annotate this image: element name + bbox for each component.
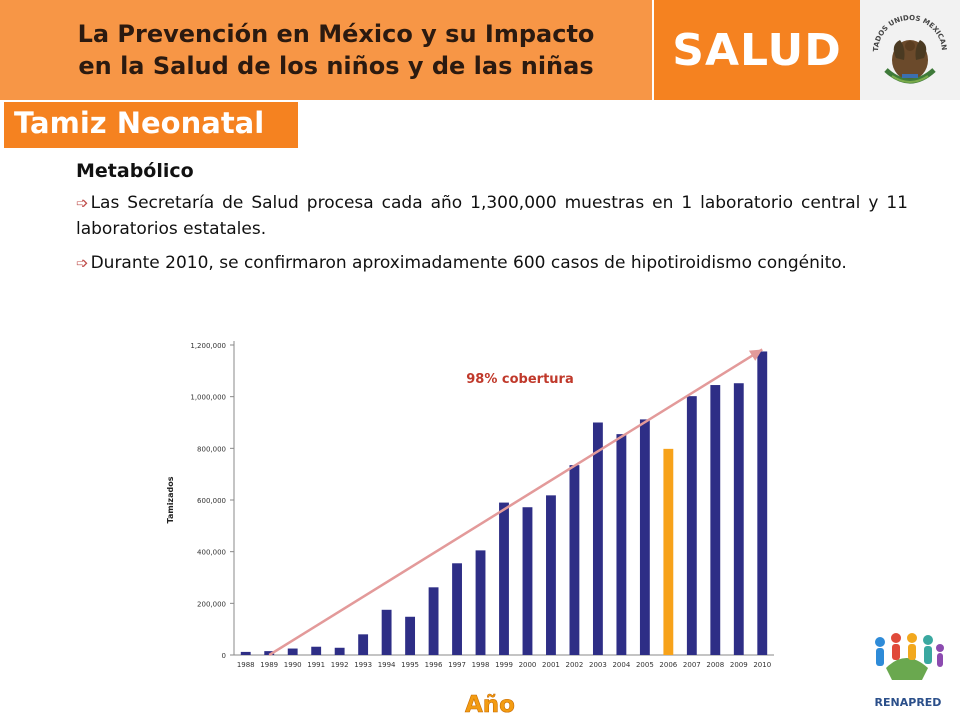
screening-bar-chart: 0 200,000 400,000 600,000 800,000 1,000,000 1,… — [166, 341, 774, 718]
x-tick-label: 1993 — [354, 661, 372, 669]
bar — [616, 434, 627, 655]
x-tick-label: 1994 — [378, 661, 396, 669]
bar — [592, 422, 603, 655]
bar — [710, 385, 721, 655]
trend-arrow-line — [268, 348, 763, 657]
x-tick-label: 2000 — [519, 661, 537, 669]
bar — [475, 550, 486, 655]
y-tick-label: 1,000,000 — [190, 394, 226, 402]
bar — [686, 396, 697, 655]
x-tick-label: 1989 — [260, 661, 278, 669]
section-tab-label: Tamiz Neonatal — [14, 106, 265, 140]
bar — [757, 351, 768, 655]
bar — [546, 495, 556, 655]
y-axis-label: Tamizados — [166, 476, 175, 523]
bar — [264, 651, 275, 655]
bar — [334, 647, 345, 655]
bar — [287, 648, 298, 655]
section-tab: Tamiz Neonatal — [4, 102, 298, 148]
page-title-line1: La Prevención en México y su Impacto — [77, 20, 595, 48]
y-tick-label: 400,000 — [197, 549, 226, 557]
x-tick-label: 1991 — [307, 661, 325, 669]
x-tick-label: 1997 — [448, 661, 466, 669]
bar — [452, 563, 462, 655]
bar — [240, 651, 251, 655]
x-tick-label: 1999 — [495, 661, 513, 669]
page-title-line2: en la Salud de los niños y de las niñas — [78, 52, 594, 80]
x-tick-label: 2003 — [589, 661, 607, 669]
renapred-logo: RENAPRED — [866, 628, 950, 712]
renapred-label: RENAPRED — [875, 696, 942, 709]
x-tick-label: 2008 — [706, 661, 724, 669]
renapred-people-icon: RENAPRED — [875, 633, 944, 709]
bar — [733, 383, 744, 655]
x-tick-label: 2001 — [542, 661, 560, 669]
x-tick-label: 1995 — [401, 661, 419, 669]
subtitle: Metabólico — [76, 160, 194, 182]
bullet-text: Durante 2010, se confirmaron aproximadam… — [90, 253, 847, 273]
header: La Prevención en México y su Impacto en … — [0, 0, 960, 100]
bar — [569, 465, 580, 655]
x-tick-label: 2009 — [730, 661, 748, 669]
bar — [358, 634, 369, 655]
arrow-right-icon: ➩ — [76, 194, 89, 212]
x-tick-label: 1992 — [331, 661, 349, 669]
salud-brand: SALUD — [654, 0, 860, 100]
x-tick-label: 2004 — [612, 661, 630, 669]
bullet-text: Las Secretaría de Salud procesa cada año… — [76, 193, 908, 239]
trend-arrow-head — [748, 349, 763, 361]
bar — [381, 609, 392, 655]
page-title: La Prevención en México y su Impacto en … — [58, 18, 595, 82]
bar — [639, 419, 650, 655]
x-axis-label: Año — [465, 692, 515, 718]
x-tick-label: 2002 — [566, 661, 584, 669]
y-tick-label: 1,200,000 — [190, 342, 226, 350]
salud-logo-text: SALUD — [672, 24, 842, 76]
x-tick-label: 2010 — [753, 661, 771, 669]
x-tick-label: 1998 — [472, 661, 490, 669]
bar — [405, 616, 416, 655]
x-tick-label: 1990 — [284, 661, 302, 669]
y-tick-label: 200,000 — [197, 600, 226, 608]
bar — [311, 646, 322, 655]
bar — [663, 448, 674, 655]
bullet-item: ➩ Durante 2010, se confirmaron aproximada… — [76, 250, 908, 276]
x-tick-label: 2007 — [683, 661, 701, 669]
content: Metabólico ➩ Las Secretaría de Salud proc… — [76, 160, 908, 284]
x-tick-label: 1996 — [425, 661, 443, 669]
bar — [428, 587, 439, 655]
x-tick-label: 2005 — [636, 661, 654, 669]
mexico-seal: ESTADOS UNIDOS MEXICANOS — [857, 0, 960, 100]
y-tick-label: 600,000 — [197, 497, 226, 505]
bar — [499, 502, 509, 655]
coverage-annotation: 98% cobertura — [466, 372, 573, 387]
eagle-seal-icon: ESTADOS UNIDOS MEXICANOS — [857, 0, 948, 84]
x-tick-label: 2006 — [659, 661, 677, 669]
title-band: La Prevención en México y su Impacto en … — [0, 0, 652, 100]
y-tick-label: 0 — [222, 652, 226, 660]
arrow-right-icon: ➩ — [76, 254, 89, 272]
bar — [522, 507, 533, 655]
bullet-item: ➩ Las Secretaría de Salud procesa cada añ… — [76, 190, 908, 242]
y-tick-label: 800,000 — [197, 445, 226, 453]
x-tick-label: 1988 — [237, 661, 255, 669]
